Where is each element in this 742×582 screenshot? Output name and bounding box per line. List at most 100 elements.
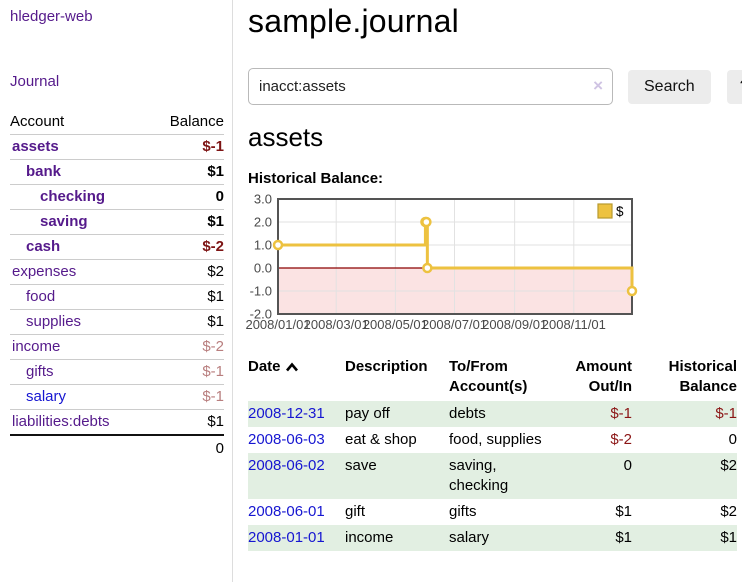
journal-header-row: Date Description To/From Account(s) Amou… xyxy=(248,355,737,401)
account-row: checking 0 xyxy=(10,184,224,210)
accounts-table: Account Balance assets $-1 bank $1 checking 0… xyxy=(10,110,224,461)
app-brand-link[interactable]: hledger-web xyxy=(10,8,93,25)
accounts-header-account: Account xyxy=(10,110,149,135)
account-balance: $1 xyxy=(148,284,224,310)
account-link[interactable]: income xyxy=(12,338,61,355)
account-link[interactable]: assets xyxy=(12,138,59,155)
transaction-date-link[interactable]: 2008-06-03 xyxy=(248,431,325,448)
svg-text:3.0: 3.0 xyxy=(254,192,272,207)
transaction-date-link[interactable]: 2008-12-31 xyxy=(248,405,325,422)
account-row: bank $1 xyxy=(10,159,224,185)
transaction-accounts: food, supplies xyxy=(449,431,542,448)
account-link[interactable]: checking xyxy=(40,188,106,205)
data-point-marker xyxy=(272,239,284,251)
journal-header-description: Description xyxy=(345,358,428,375)
search-form: × Search ? xyxy=(248,68,742,105)
main-content: sample.journal × Search ? assets Histori… xyxy=(245,0,742,551)
svg-text:0.0: 0.0 xyxy=(254,261,272,276)
search-input[interactable] xyxy=(248,68,613,105)
transaction-date-link[interactable]: 2008-01-01 xyxy=(248,529,325,546)
account-balance: $1 xyxy=(148,209,224,235)
transaction-description: gift xyxy=(345,503,366,520)
transaction-date-link[interactable]: 2008-06-01 xyxy=(248,503,325,520)
svg-text:1.0: 1.0 xyxy=(254,238,272,253)
journal-row: 2008-06-01 gift gifts $1 $2 xyxy=(248,499,737,525)
transaction-amount: $-2 xyxy=(610,431,632,448)
transaction-description: eat & shop xyxy=(345,431,417,448)
historical-balance-chart: 3.0 2.0 1.0 0.0 -1.0 -2.0 2008/01/01 2008/03/01… xyxy=(245,192,742,340)
search-button[interactable]: Search xyxy=(628,69,711,104)
account-row: cash $-2 xyxy=(10,234,224,260)
clear-search-icon[interactable]: × xyxy=(593,76,603,95)
transaction-balance: 0 xyxy=(728,431,737,448)
transaction-description: income xyxy=(345,529,394,546)
svg-text:2008/09/01: 2008/09/01 xyxy=(482,317,547,332)
transaction-balance: $2 xyxy=(720,457,737,474)
transaction-amount: $1 xyxy=(615,503,632,520)
transaction-balance: $-1 xyxy=(715,405,737,422)
account-balance: $-2 xyxy=(148,234,224,260)
account-balance: 0 xyxy=(148,184,224,210)
account-link[interactable]: supplies xyxy=(26,313,82,330)
account-balance: $1 xyxy=(148,159,224,185)
account-row: liabilities:debts $1 xyxy=(10,409,224,436)
account-link[interactable]: gifts xyxy=(26,363,54,380)
sidebar-item-journal[interactable]: Journal xyxy=(10,73,60,90)
transaction-date-link[interactable]: 2008-06-02 xyxy=(248,457,325,474)
data-point-marker xyxy=(626,285,638,297)
account-row: gifts $-1 xyxy=(10,359,224,385)
svg-text:2008/01/01: 2008/01/01 xyxy=(246,317,311,332)
account-link[interactable]: saving xyxy=(40,213,88,230)
transaction-amount: 0 xyxy=(623,457,632,474)
data-point-marker xyxy=(422,262,433,274)
account-balance: $-2 xyxy=(148,334,224,360)
legend-label: $ xyxy=(616,204,624,219)
account-balance: $2 xyxy=(148,259,224,285)
account-row: assets $-1 xyxy=(10,134,224,160)
svg-text:2008/07/01: 2008/07/01 xyxy=(422,317,487,332)
account-link[interactable]: salary xyxy=(26,388,67,405)
account-row: income $-2 xyxy=(10,334,224,360)
account-link[interactable]: food xyxy=(26,288,56,305)
transaction-amount: $1 xyxy=(615,529,632,546)
sidebar-nav: Journal xyxy=(10,72,224,91)
journal-row: 2008-06-02 save saving, checking 0 $2 xyxy=(248,453,737,499)
journal-table-body: 2008-12-31 pay off debts $-1 $-1 2008-06-03 ea… xyxy=(248,401,737,551)
accounts-total-value: 0 xyxy=(10,434,224,461)
account-link[interactable]: liabilities:debts xyxy=(12,413,110,430)
account-link[interactable]: expenses xyxy=(12,263,77,280)
account-balance: $-1 xyxy=(148,134,224,160)
account-row: salary $-1 xyxy=(10,384,224,410)
transaction-balance: $2 xyxy=(720,503,737,520)
transaction-accounts: salary xyxy=(449,529,490,546)
account-row: supplies $1 xyxy=(10,309,224,335)
account-row: saving $1 xyxy=(10,209,224,235)
page-title: sample.journal xyxy=(248,3,459,39)
journal-header-date[interactable]: Date xyxy=(248,355,345,401)
account-row: expenses $2 xyxy=(10,259,224,285)
svg-text:2008/11/01: 2008/11/01 xyxy=(542,317,606,332)
account-balance: $-1 xyxy=(148,384,224,410)
accounts-panel: Account Balance assets $-1 bank $1 checking 0… xyxy=(10,110,224,461)
account-heading: assets xyxy=(248,122,324,152)
svg-text:-1.0: -1.0 xyxy=(250,284,272,299)
journal-table: Date Description To/From Account(s) Amou… xyxy=(248,355,737,551)
transaction-description: save xyxy=(345,457,377,474)
journal-header-amount: Amount Out/In xyxy=(575,358,632,395)
accounts-header-balance: Balance xyxy=(148,110,224,135)
transaction-accounts: saving, checking xyxy=(449,457,509,494)
svg-text:2.0: 2.0 xyxy=(254,215,272,230)
chart-title: Historical Balance: xyxy=(248,170,384,187)
search-box: × xyxy=(248,68,613,105)
legend-swatch xyxy=(597,203,613,219)
transaction-balance: $1 xyxy=(720,529,737,546)
sidebar: hledger-web Journal Account Balance asse… xyxy=(0,0,233,582)
account-link[interactable]: bank xyxy=(26,163,62,180)
account-link[interactable]: cash xyxy=(26,238,61,255)
help-button[interactable]: ? xyxy=(726,69,742,104)
sort-asc-icon xyxy=(285,362,298,372)
chart-canvas: 3.0 2.0 1.0 0.0 -1.0 -2.02008/01/012008/03/01… xyxy=(245,192,638,332)
accounts-total-row: 0 xyxy=(10,434,224,461)
accounts-table-body: assets $-1 bank $1 checking 0 saving $1 cash $-2 e… xyxy=(10,134,224,436)
data-point-marker xyxy=(421,216,432,228)
